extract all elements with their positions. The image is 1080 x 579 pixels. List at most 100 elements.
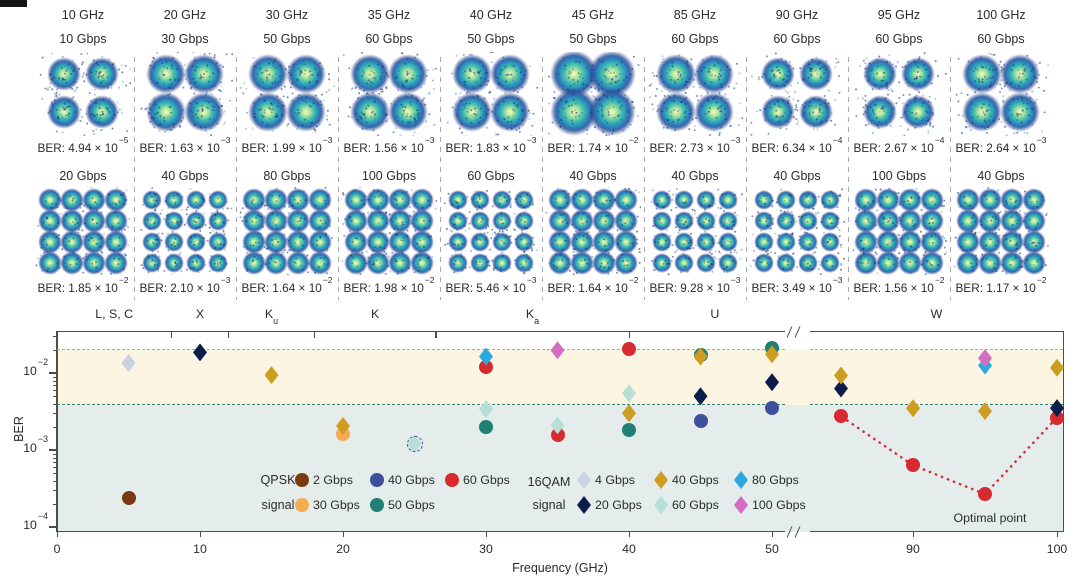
constellation-cluster: [469, 231, 491, 253]
panel-qpsk-ber-value: BER: 1.74 × 10−2: [542, 136, 644, 160]
panel-divider: [542, 57, 543, 300]
legend-marker-16qam: [577, 471, 591, 489]
constellation-speckle: [851, 52, 853, 54]
constellation-panel-95ghz: 95 GHz 60 Gbps BER: 2.67 × 10−4 100 Gbps BER…: [848, 0, 950, 301]
constellation-cluster: [46, 94, 82, 130]
constellation-cluster: [163, 252, 185, 274]
band-boundary-tick: [170, 331, 172, 338]
constellation-cluster: [875, 187, 901, 213]
constellation-speckle: [35, 187, 37, 189]
ber-exponent: −3: [1036, 134, 1047, 145]
y-minor-tick: [52, 390, 57, 392]
constellation-qpsk: [749, 52, 845, 136]
legend-marker-16qam: [734, 471, 748, 489]
band-label: X: [155, 307, 245, 321]
constellation-qpsk: [647, 52, 743, 136]
legend-marker-16qam: [654, 496, 668, 514]
constellation-cluster: [409, 229, 435, 255]
constellation-cluster: [613, 208, 639, 234]
point-open-qpsk-40-gbps: [406, 435, 423, 452]
constellation-cluster: [694, 54, 734, 94]
y-tick-exp: −4: [37, 511, 48, 522]
constellation-cluster: [343, 250, 369, 275]
constellation-cluster: [37, 229, 63, 255]
constellation-speckle: [647, 52, 649, 54]
constellation-cluster: [673, 189, 695, 211]
constellation-cluster: [569, 208, 595, 234]
y-minor-tick: [52, 349, 57, 351]
constellation-cluster: [695, 252, 717, 274]
point-16qam-40-gbps: [834, 366, 848, 385]
constellation-cluster: [651, 189, 673, 211]
point-qpsk-2-gbps: [121, 490, 136, 505]
constellation-speckle: [35, 52, 37, 54]
panel-frequency-label: 10 GHz: [61, 8, 105, 22]
legend-item-16qam: 40 Gbps: [672, 473, 719, 487]
axis-break-mark: [786, 325, 793, 338]
constellation-cluster: [955, 229, 981, 255]
constellation-cluster: [547, 250, 573, 275]
point-qpsk-40-gbps: [693, 413, 708, 428]
panel-divider: [440, 57, 441, 300]
panel-qpsk-rate-label: 60 Gbps: [773, 32, 821, 46]
point-qpsk-50-gbps: [622, 422, 636, 437]
constellation-16qam: [749, 187, 845, 275]
ber-exponent: −3: [730, 274, 741, 285]
y-tick-base: 10: [23, 364, 37, 378]
constellation-16qam: [953, 187, 1049, 275]
panel-16qam-rate-label: 20 Gbps: [59, 169, 107, 183]
constellation-cluster: [819, 189, 841, 211]
ber-mantissa: BER: 9.28 × 10: [649, 281, 730, 295]
y-minor-tick: [52, 480, 57, 482]
constellation-cluster: [409, 208, 435, 234]
point-16qam-40-gbps: [693, 347, 708, 366]
constellation-qpsk: [341, 52, 437, 136]
y-tick-label: 10−2: [14, 358, 48, 378]
x-tick: [771, 532, 773, 537]
y-minor-tick: [52, 490, 57, 492]
constellation-cluster: [141, 252, 163, 274]
constellation-cluster: [248, 92, 288, 132]
point-16qam-100-gbps: [550, 341, 565, 360]
band-label: U: [670, 307, 760, 321]
constellation-cluster: [977, 250, 1003, 275]
threshold-line: [810, 348, 1063, 350]
constellation-cluster: [59, 208, 85, 234]
constellation-cluster: [388, 54, 428, 94]
constellation-cluster: [185, 252, 207, 274]
x-tick: [1056, 532, 1058, 537]
constellation-cluster: [37, 187, 63, 213]
constellation-cluster: [897, 208, 923, 234]
constellation-panel-45ghz: 45 GHz 50 Gbps BER: 1.74 × 10−2 40 Gbps BER:…: [542, 0, 644, 301]
constellation-cluster: [490, 54, 530, 94]
constellation-cluster: [37, 208, 63, 234]
constellation-cluster: [717, 210, 739, 232]
band-boundary-tick: [628, 331, 630, 338]
constellation-cluster: [819, 252, 841, 274]
constellation-cluster: [613, 187, 639, 213]
constellation-cluster: [207, 189, 229, 211]
constellation-cluster: [285, 187, 311, 213]
ber-exponent: −2: [628, 274, 639, 285]
legend-item-qpsk: 30 Gbps: [313, 498, 360, 512]
legend-16qam-label: signal: [532, 498, 566, 512]
constellation-panel-10ghz: 10 GHz 10 Gbps BER: 4.94 × 10−5 20 Gbps BER:…: [32, 0, 134, 301]
constellation-speckle: [749, 52, 751, 54]
constellation-speckle: [443, 187, 445, 189]
constellation-cluster: [490, 92, 530, 132]
panel-16qam-rate-label: 40 Gbps: [671, 169, 719, 183]
band-boundary-tick: [228, 331, 230, 338]
constellation-cluster: [387, 250, 413, 275]
constellation-cluster: [469, 189, 491, 211]
panel-qpsk-rate-label: 50 Gbps: [569, 32, 617, 46]
constellation-cluster: [59, 187, 85, 213]
constellation-cluster: [1000, 54, 1040, 94]
constellation-cluster: [103, 208, 129, 234]
ber-exponent: −2: [322, 274, 333, 285]
constellation-speckle: [953, 187, 955, 189]
legend-item-qpsk: 2 Gbps: [313, 473, 353, 487]
constellation-panel-90ghz: 90 GHz 60 Gbps BER: 6.34 × 10−4 40 Gbps BER:…: [746, 0, 848, 301]
panel-16qam-rate-label: 80 Gbps: [263, 169, 311, 183]
ber-mantissa: BER: 6.34 × 10: [751, 141, 832, 155]
constellation-cluster: [977, 208, 1003, 234]
